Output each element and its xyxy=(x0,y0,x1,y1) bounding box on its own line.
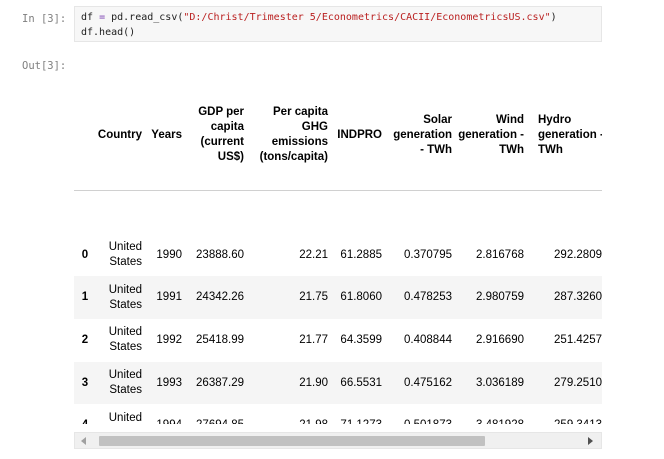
cell-year: 1991 xyxy=(156,291,182,304)
scrollbar-thumb[interactable] xyxy=(99,436,485,446)
cell-country: United States xyxy=(108,411,142,424)
cell-gdp: 24342.26 xyxy=(196,291,244,304)
header-indpro: INDPRO xyxy=(334,80,388,191)
horizontal-scrollbar[interactable] xyxy=(74,432,602,449)
cell-solar: 0.478253 xyxy=(404,291,452,304)
cell-year: 1994 xyxy=(148,404,188,424)
header-gap xyxy=(74,190,602,234)
cell-year: 1993 xyxy=(156,376,182,389)
table-row: 1 United States 1991 24342.26 21.75 61.8… xyxy=(74,276,602,320)
code-close-paren: ) xyxy=(550,12,557,23)
table-row: 0 United States 1990 23888.60 22.21 61.2… xyxy=(74,234,602,277)
header-country: Country xyxy=(96,80,148,191)
code-line-2: df.head() xyxy=(81,27,136,38)
code-path-string: "D:/Christ/Trimester 5/Econometrics/CACI… xyxy=(183,12,551,23)
cell-ghg: 21.75 xyxy=(299,291,328,304)
code-assign-op: = xyxy=(93,12,112,23)
cell-gdp: 23888.60 xyxy=(196,248,244,261)
cell-indpro: 66.5531 xyxy=(340,376,382,389)
cell-solar: 0.408844 xyxy=(404,333,452,346)
code-var: df xyxy=(81,12,94,23)
cell-solar: 0.475162 xyxy=(404,376,452,389)
cell-country: United States xyxy=(108,241,142,269)
cell-hydro: 251.4257 xyxy=(554,333,602,346)
header-gdp: GDP per capita (current US$) xyxy=(188,80,250,191)
row-index: 1 xyxy=(81,291,89,304)
header-years: Years xyxy=(148,80,188,191)
cell-ghg: 21.90 xyxy=(299,376,328,389)
header-hydro: Hydro generation - TWh xyxy=(530,80,602,191)
cell-wind: 3.481928 xyxy=(458,404,530,424)
cell-indpro: 64.3599 xyxy=(340,333,382,346)
table-row: 4 United States 1994 27694.85 21.98 71.1… xyxy=(74,404,602,424)
header-index xyxy=(74,80,96,191)
header-wind: Wind generation - TWh xyxy=(458,80,530,191)
cell-year: 1992 xyxy=(156,333,182,346)
gap-cell xyxy=(74,190,602,234)
code-call: pd.read_csv( xyxy=(111,12,184,23)
cell-hydro: 279.2510 xyxy=(554,376,602,389)
cell-country: United States xyxy=(108,283,142,311)
input-prompt: In [3]: xyxy=(22,13,67,25)
cell-ghg: 21.77 xyxy=(299,333,328,346)
cell-indpro: 71.1273 xyxy=(334,404,388,424)
cell-country: United States xyxy=(108,369,142,397)
table-row: 3 United States 1993 26387.29 21.90 66.5… xyxy=(74,361,602,405)
code-cell[interactable]: df = pd.read_csv("D:/Christ/Trimester 5/… xyxy=(74,6,602,42)
table-row: 2 United States 1992 25418.99 21.77 64.3… xyxy=(74,319,602,362)
output-prompt: Out[3]: xyxy=(22,60,67,72)
row-index: 3 xyxy=(81,376,89,389)
cell-country: United States xyxy=(108,326,142,354)
dataframe-viewport[interactable]: Country Years GDP per capita (current US… xyxy=(74,80,602,424)
cell-wind: 2.980759 xyxy=(476,291,524,304)
cell-wind: 2.816768 xyxy=(476,248,524,261)
scroll-right-arrow-icon[interactable] xyxy=(588,437,593,445)
cell-ghg: 22.21 xyxy=(299,248,328,261)
cell-wind: 3.036189 xyxy=(476,376,524,389)
cell-gdp: 27694.85 xyxy=(188,404,250,424)
cell-gdp: 25418.99 xyxy=(196,333,244,346)
row-index: 0 xyxy=(81,248,89,261)
cell-ghg: 21.98 xyxy=(250,404,334,424)
cell-solar: 0.370795 xyxy=(404,248,452,261)
output-area: Country Years GDP per capita (current US… xyxy=(74,80,602,454)
cell-indpro: 61.2885 xyxy=(340,248,382,261)
scroll-left-arrow-icon[interactable] xyxy=(81,437,86,445)
cell-solar: 0.501873 xyxy=(388,404,458,424)
header-ghg: Per capita GHG emissions (tons/capita) xyxy=(250,80,334,191)
cell-hydro: 292.2809 xyxy=(554,248,602,261)
row-index: 2 xyxy=(81,333,89,346)
row-index: 4 xyxy=(74,404,96,424)
code-line-1: df = pd.read_csv("D:/Christ/Trimester 5/… xyxy=(81,12,557,23)
cell-year: 1990 xyxy=(156,248,182,261)
dataframe-table: Country Years GDP per capita (current US… xyxy=(74,80,602,424)
cell-hydro: 287.3260 xyxy=(554,291,602,304)
cell-hydro: 259.3413 xyxy=(530,404,602,424)
header-row: Country Years GDP per capita (current US… xyxy=(74,80,602,191)
cell-wind: 2.916690 xyxy=(476,333,524,346)
header-solar: Solar generation - TWh xyxy=(388,80,458,191)
cell-gdp: 26387.29 xyxy=(196,376,244,389)
cell-indpro: 61.8060 xyxy=(340,291,382,304)
